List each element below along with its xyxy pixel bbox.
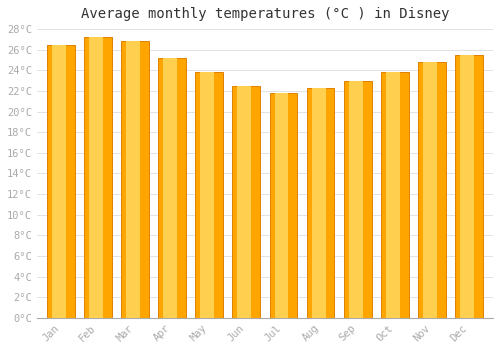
- Bar: [270, 93, 297, 318]
- Bar: [52, 44, 66, 318]
- Bar: [158, 58, 186, 318]
- Bar: [418, 62, 446, 318]
- Bar: [196, 72, 223, 318]
- Bar: [232, 86, 260, 318]
- Bar: [200, 72, 214, 318]
- Bar: [164, 58, 177, 318]
- Bar: [423, 62, 437, 318]
- Bar: [274, 93, 288, 318]
- Bar: [238, 86, 252, 318]
- Bar: [84, 37, 112, 318]
- Bar: [455, 55, 483, 318]
- Bar: [306, 88, 334, 318]
- Bar: [47, 44, 75, 318]
- Bar: [344, 80, 372, 318]
- Bar: [386, 72, 400, 318]
- Bar: [126, 41, 140, 318]
- Bar: [312, 88, 326, 318]
- Title: Average monthly temperatures (°C ) in Disney: Average monthly temperatures (°C ) in Di…: [80, 7, 449, 21]
- Bar: [349, 80, 362, 318]
- Bar: [121, 41, 149, 318]
- Bar: [460, 55, 474, 318]
- Bar: [89, 37, 103, 318]
- Bar: [381, 72, 408, 318]
